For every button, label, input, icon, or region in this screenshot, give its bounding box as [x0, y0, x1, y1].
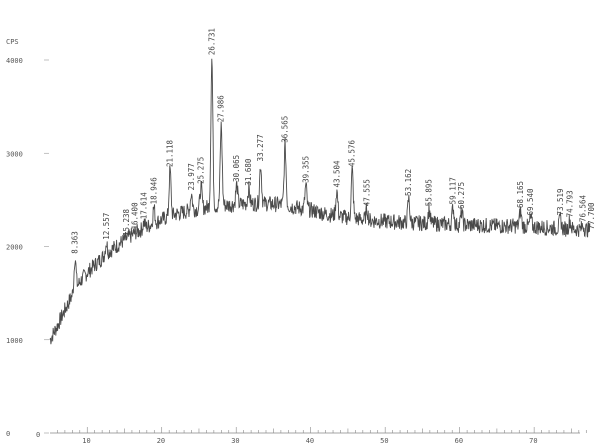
peak-label: 21.118: [166, 139, 175, 167]
peak-label: 77.700: [587, 202, 594, 230]
peak-label: 45.576: [348, 139, 357, 167]
x-tick-label: 60: [455, 437, 463, 445]
peak-label: 68.165: [516, 181, 525, 208]
y-tick-label: 3000: [6, 150, 23, 158]
peak-label: 25.275: [197, 157, 206, 184]
y-tick-label: 1000: [6, 337, 23, 345]
peak-label: 16.400: [130, 202, 139, 230]
peak-label: 8.363: [71, 231, 80, 254]
peak-label: 26.731: [207, 28, 216, 55]
x-tick-label: 20: [157, 437, 165, 445]
peak-label: 15.238: [122, 208, 131, 236]
peak-label: 74.793: [565, 190, 574, 217]
peak-label: 69.540: [526, 188, 535, 216]
peak-label: 73.519: [556, 188, 565, 215]
peak-label: 55.895: [425, 179, 434, 206]
x-tick-label: 30: [231, 437, 239, 445]
y-tick-label: 4000: [6, 57, 23, 65]
y-tick-label: 2000: [6, 244, 23, 252]
peak-label: 60.275: [457, 182, 466, 209]
x-axis: 10 20 30 40 50 60 70 0: [36, 427, 587, 445]
peak-label: 18.946: [149, 177, 158, 205]
x-tick-label: 50: [380, 437, 388, 445]
peak-label: 30.065: [232, 155, 241, 182]
diffraction-trace: [49, 58, 591, 345]
diffraction-line: [49, 58, 591, 345]
y-axis: 0 1000 2000 3000 4000: [6, 57, 49, 438]
peak-label: 31.680: [244, 158, 253, 186]
x-tick-label: 10: [82, 437, 90, 445]
y-zero-label: 0: [36, 431, 40, 439]
peak-label: 36.565: [281, 116, 290, 143]
peak-label: 27.986: [217, 95, 226, 123]
peak-label: 12.557: [102, 213, 111, 240]
peak-label: 43.504: [332, 160, 341, 188]
peak-label: 47.555: [362, 179, 371, 206]
peak-label: 39.355: [301, 156, 310, 183]
y-tick-label: 0: [6, 430, 10, 438]
peak-label: 59.117: [449, 177, 458, 204]
peak-label: 23.977: [187, 163, 196, 190]
y-axis-label: CPS: [6, 38, 19, 46]
peak-label: 33.277: [256, 134, 265, 161]
peak-label: 76.564: [579, 194, 588, 222]
x-tick-label: 40: [306, 437, 314, 445]
peak-label: 17.614: [139, 192, 148, 220]
peak-label: 53.162: [404, 169, 413, 196]
x-tick-label: 70: [529, 437, 537, 445]
